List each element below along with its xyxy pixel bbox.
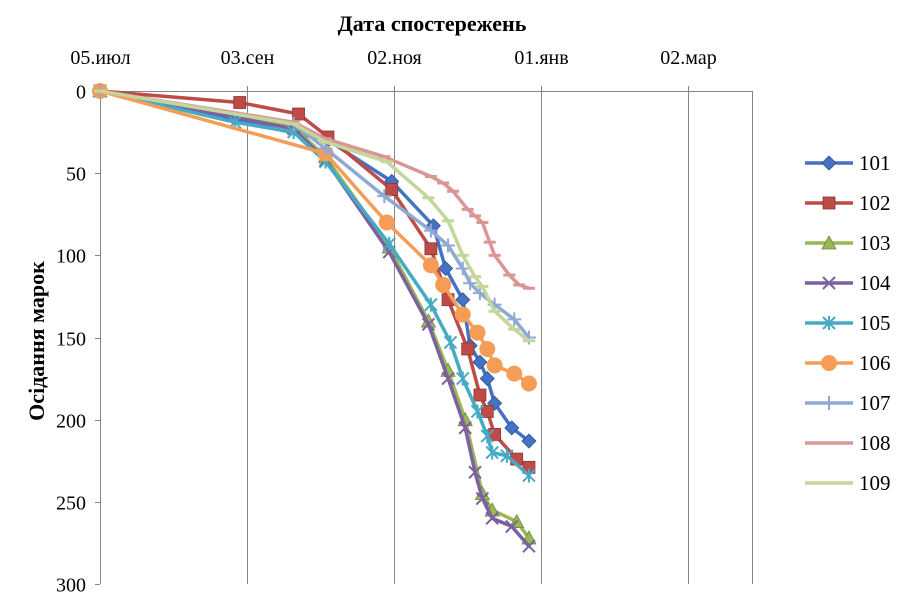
x-tick-label: 02.мар	[660, 47, 716, 69]
legend-item-101: 101	[805, 151, 891, 175]
y-tick-label: 100	[56, 246, 86, 268]
legend-label: 109	[859, 471, 891, 495]
legend-marker	[822, 316, 836, 330]
y-tick-label: 250	[56, 493, 86, 515]
data-point-107	[463, 276, 478, 291]
data-point-104	[421, 317, 436, 332]
legend-label: 102	[859, 191, 891, 215]
x-tick-label: 03.сен	[221, 47, 275, 69]
x-tick-label: 02.ноя	[367, 47, 422, 69]
data-point-101	[438, 260, 454, 277]
legend-item-105: 105	[805, 311, 891, 335]
legend-item-109: 109	[805, 471, 891, 495]
data-point-106	[506, 365, 523, 382]
data-point-106	[520, 375, 537, 392]
x-axis-title: Дата спостережень	[338, 11, 527, 36]
data-point-101	[479, 371, 495, 387]
series-line-101	[98, 89, 531, 443]
data-point-101	[472, 354, 488, 370]
legend-label: 107	[859, 391, 891, 415]
series-line-107	[98, 89, 531, 340]
legend-marker	[821, 155, 837, 171]
data-point-105	[424, 297, 438, 312]
data-point-102	[480, 405, 494, 418]
legend-item-103: 103	[805, 231, 891, 255]
x-tick-label: 05.июл	[70, 47, 130, 69]
data-point-104	[468, 465, 482, 479]
data-point-105	[456, 371, 470, 386]
legend-item-107: 107	[805, 391, 891, 415]
data-point-102	[233, 96, 247, 109]
series-102	[93, 84, 536, 474]
data-point-102	[292, 107, 305, 121]
y-tick-label: 200	[56, 411, 86, 433]
data-point-106	[422, 257, 439, 274]
data-point-106	[479, 341, 496, 358]
legend-label: 103	[859, 231, 891, 255]
legend: 101 102 103 104 105 106 107 108 109	[805, 151, 891, 495]
data-point-105	[480, 429, 494, 444]
data-point-101	[504, 420, 520, 436]
y-tick-label: 150	[56, 329, 86, 351]
legend-marker	[821, 355, 837, 371]
data-point-105	[470, 404, 485, 419]
data-point-106	[378, 214, 395, 231]
data-point-101	[521, 433, 537, 449]
legend-item-104: 104	[805, 271, 891, 295]
data-point-104	[458, 421, 472, 435]
data-point-104	[522, 539, 536, 553]
series-line-109	[98, 89, 531, 343]
data-point-107	[318, 141, 333, 156]
data-point-102	[461, 342, 475, 356]
legend-label: 101	[859, 151, 891, 175]
legend-item-102: 102	[805, 191, 891, 215]
legend-label: 106	[859, 351, 891, 375]
data-point-104	[505, 519, 519, 534]
data-point-105	[522, 468, 536, 483]
y-tick-label: 0	[76, 82, 86, 104]
series-109	[94, 89, 535, 343]
data-point-104	[485, 511, 499, 525]
legend-label: 104	[859, 271, 891, 295]
data-point-102	[385, 183, 399, 197]
data-point-107	[423, 223, 438, 238]
legend-item-106: 106	[805, 351, 891, 375]
legend-label: 108	[859, 431, 891, 455]
y-axis-title: Осідання марок	[24, 261, 49, 421]
legend-item-108: 108	[805, 431, 891, 455]
legend-marker	[821, 235, 837, 250]
y-tick-label: 300	[56, 575, 86, 592]
y-tick-label: 50	[66, 164, 86, 186]
legend-label: 105	[859, 311, 891, 335]
plot-area	[92, 83, 537, 553]
data-point-104	[475, 491, 490, 506]
data-point-104	[441, 371, 455, 386]
axes: 05.июл 03.сен 02.ноя 01.янв 02.мар 0 50 100 150 2…	[56, 47, 752, 592]
data-point-105	[485, 445, 499, 460]
data-point-106	[486, 357, 503, 374]
data-point-105	[382, 236, 396, 251]
series-108	[94, 89, 535, 290]
data-point-106	[469, 324, 486, 341]
data-point-107	[441, 238, 456, 253]
x-tick-label: 01.янв	[514, 47, 568, 69]
data-point-107	[455, 261, 470, 276]
series-107	[93, 84, 536, 345]
data-point-102	[473, 388, 487, 402]
legend-marker	[822, 276, 836, 290]
gridlines	[100, 91, 753, 584]
data-point-107	[377, 189, 392, 204]
data-point-105	[443, 335, 458, 350]
legend-marker	[822, 196, 836, 210]
data-point-106	[435, 276, 452, 293]
data-point-102	[424, 242, 438, 256]
legend-marker	[822, 396, 836, 410]
data-point-107	[507, 312, 522, 327]
data-point-105	[500, 448, 514, 463]
data-point-106	[454, 306, 471, 323]
